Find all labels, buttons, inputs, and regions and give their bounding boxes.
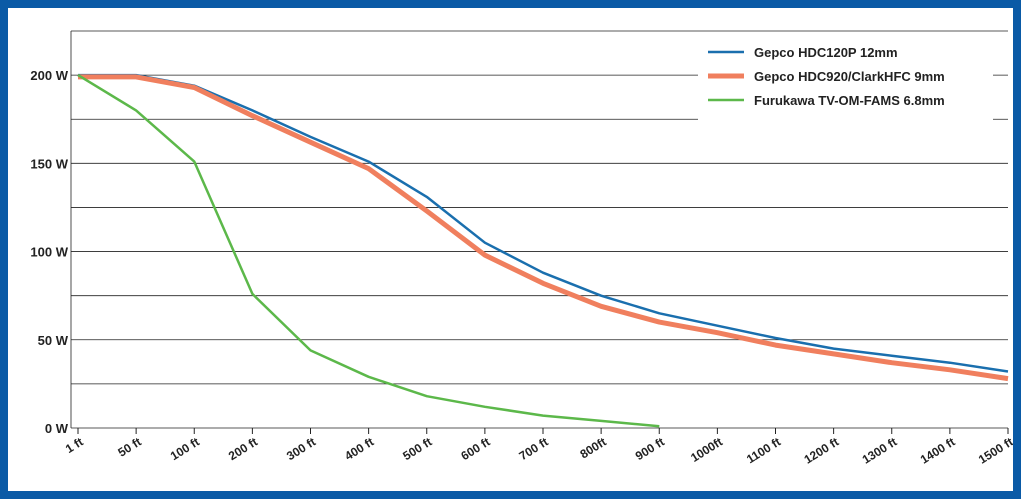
y-tick-label: 150 W — [30, 156, 68, 171]
y-tick-label: 50 W — [38, 333, 69, 348]
x-tick-label: 1 ft — [63, 435, 86, 456]
legend: Gepco HDC120P 12mm Gepco HDC920/ClarkHFC … — [698, 38, 993, 120]
legend-label: Gepco HDC120P 12mm — [754, 45, 898, 60]
y-tick-label: 100 W — [30, 245, 68, 260]
x-tick-label: 400 ft — [342, 435, 376, 463]
x-axis: 1 ft 50 ft 100 ft 200 ft 300 ft 400 ft 500 ft 6… — [63, 428, 1016, 467]
x-tick-label: 1200 ft — [802, 435, 842, 467]
x-tick-label: 900 ft — [633, 435, 667, 463]
series-line-2 — [77, 74, 660, 428]
x-tick-label: 1500 ft — [976, 435, 1013, 467]
x-tick-label: 50 ft — [115, 435, 143, 460]
x-tick-label: 300 ft — [284, 435, 318, 463]
x-tick-label: 1400 ft — [918, 435, 958, 467]
gridlines — [71, 30, 1008, 429]
x-tick-label: 500 ft — [400, 435, 434, 463]
x-tick-label: 100 ft — [168, 435, 202, 463]
x-tick-label: 200 ft — [226, 435, 260, 463]
legend-label: Furukawa TV-OM-FAMS 6.8mm — [754, 93, 945, 108]
legend-box — [698, 38, 993, 120]
series-line-1 — [78, 74, 1009, 382]
x-tick-label: 1100 ft — [744, 435, 783, 467]
x-tick-label: 1300 ft — [860, 435, 900, 467]
x-tick-label: 600 ft — [458, 435, 492, 463]
chart-frame: 1 ft 50 ft 100 ft 200 ft 300 ft 400 ft 500 ft 6… — [8, 8, 1016, 491]
series-lines — [77, 73, 1009, 428]
x-tick-label: 800ft — [578, 435, 609, 462]
series-line-0 — [78, 73, 1009, 373]
y-tick-label: 200 W — [30, 68, 68, 83]
x-tick-label: 1000ft — [688, 435, 725, 465]
y-tick-label: 0 W — [45, 421, 69, 436]
line-chart: 1 ft 50 ft 100 ft 200 ft 300 ft 400 ft 500 ft 6… — [30, 30, 1016, 467]
y-axis: 0 W 50 W 100 W 150 W 200 W — [30, 31, 72, 436]
x-tick-label: 700 ft — [517, 435, 551, 463]
legend-label: Gepco HDC920/ClarkHFC 9mm — [754, 69, 945, 84]
